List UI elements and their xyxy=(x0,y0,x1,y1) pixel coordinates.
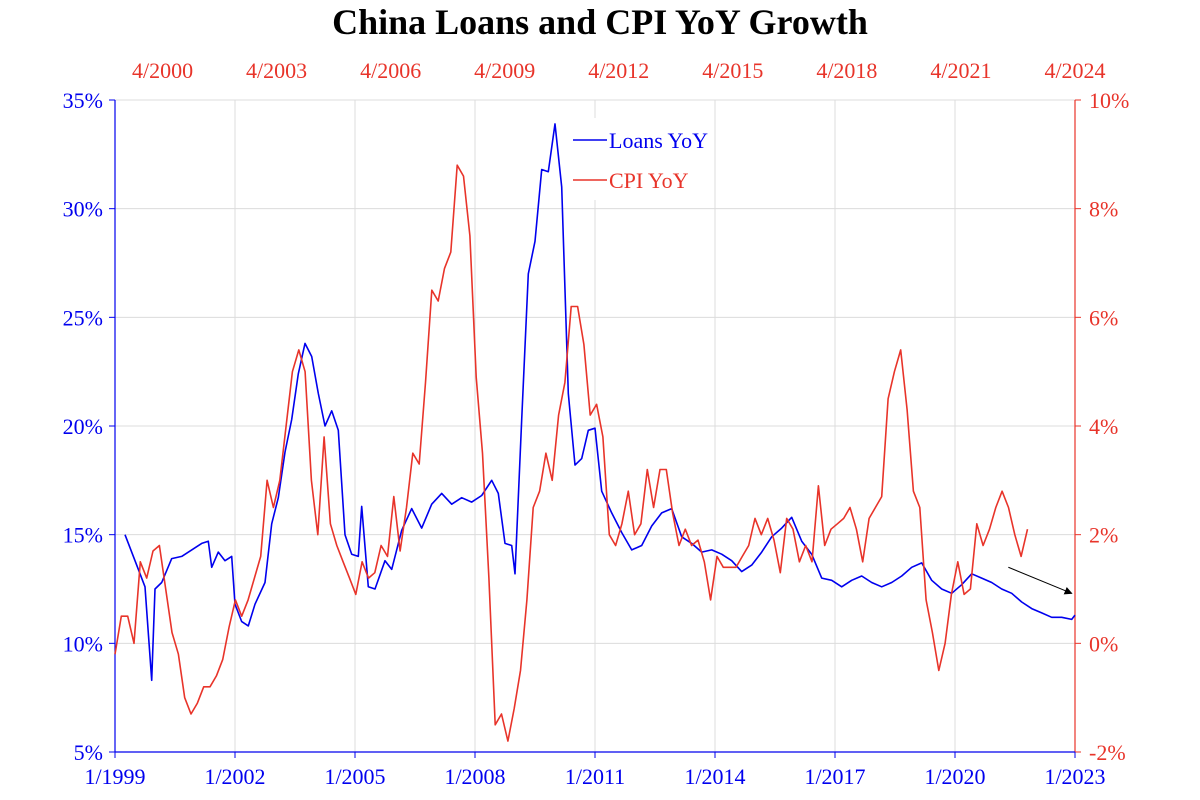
x-top-tick-label: 4/2024 xyxy=(1044,58,1105,83)
legend-label-loans: Loans YoY xyxy=(609,128,708,153)
x-bottom-tick-label: 1/1999 xyxy=(84,764,145,789)
grid xyxy=(114,99,1076,753)
x-bottom-tick-label: 1/2014 xyxy=(684,764,745,789)
x-top-tick-label: 4/2018 xyxy=(816,58,877,83)
x-top-tick-label: 4/2015 xyxy=(702,58,763,83)
legend-background xyxy=(566,118,714,200)
x-top-tick-label: 4/2006 xyxy=(360,58,421,83)
y-right-tick-label: 10% xyxy=(1089,88,1129,113)
axes: 5% 10% 15% 20% 25% 30% 35% -2% 0% 2% 4% 6% 8% 10% 1/19… xyxy=(63,58,1130,789)
x-bottom-tick-label: 1/2011 xyxy=(565,764,625,789)
chart-title: China Loans and CPI YoY Growth xyxy=(332,2,868,42)
x-top-tick-label: 4/2000 xyxy=(132,58,193,83)
series-line-loans xyxy=(124,123,1076,682)
x-bottom-tick-label: 1/2002 xyxy=(204,764,265,789)
trend-arrow xyxy=(1008,566,1073,595)
annotation-layer xyxy=(1008,566,1073,595)
y-left-tick-label: 10% xyxy=(63,631,103,656)
y-left-tick-label: 20% xyxy=(63,414,103,439)
series-layer xyxy=(114,123,1076,742)
y-right-tick-label: 0% xyxy=(1089,631,1118,656)
y-right-tick-label: 2% xyxy=(1089,523,1118,548)
legend: Loans YoY CPI YoY xyxy=(566,118,714,200)
x-top-tick-label: 4/2003 xyxy=(246,58,307,83)
x-bottom-tick-label: 1/2020 xyxy=(924,764,985,789)
x-bottom-tick-label: 1/2008 xyxy=(444,764,505,789)
y-right-tick-label: 4% xyxy=(1089,414,1118,439)
y-left-tick-label: 25% xyxy=(63,305,103,330)
y-left-tick-label: 5% xyxy=(74,740,103,765)
y-left-tick-label: 15% xyxy=(63,523,103,548)
x-bottom-tick-label: 1/2005 xyxy=(324,764,385,789)
y-right-tick-label: 6% xyxy=(1089,305,1118,330)
x-top-tick-label: 4/2012 xyxy=(588,58,649,83)
x-bottom-tick-label: 1/2017 xyxy=(804,764,865,789)
x-top-tick-label: 4/2009 xyxy=(474,58,535,83)
series-line-cpi xyxy=(114,164,1029,742)
legend-label-cpi: CPI YoY xyxy=(609,168,689,193)
y-right-tick-label: -2% xyxy=(1089,740,1126,765)
x-bottom-tick-label: 1/2023 xyxy=(1044,764,1105,789)
x-top-tick-label: 4/2021 xyxy=(930,58,991,83)
y-left-tick-label: 30% xyxy=(63,197,103,222)
y-left-tick-label: 35% xyxy=(63,88,103,113)
y-right-tick-label: 8% xyxy=(1089,197,1118,222)
